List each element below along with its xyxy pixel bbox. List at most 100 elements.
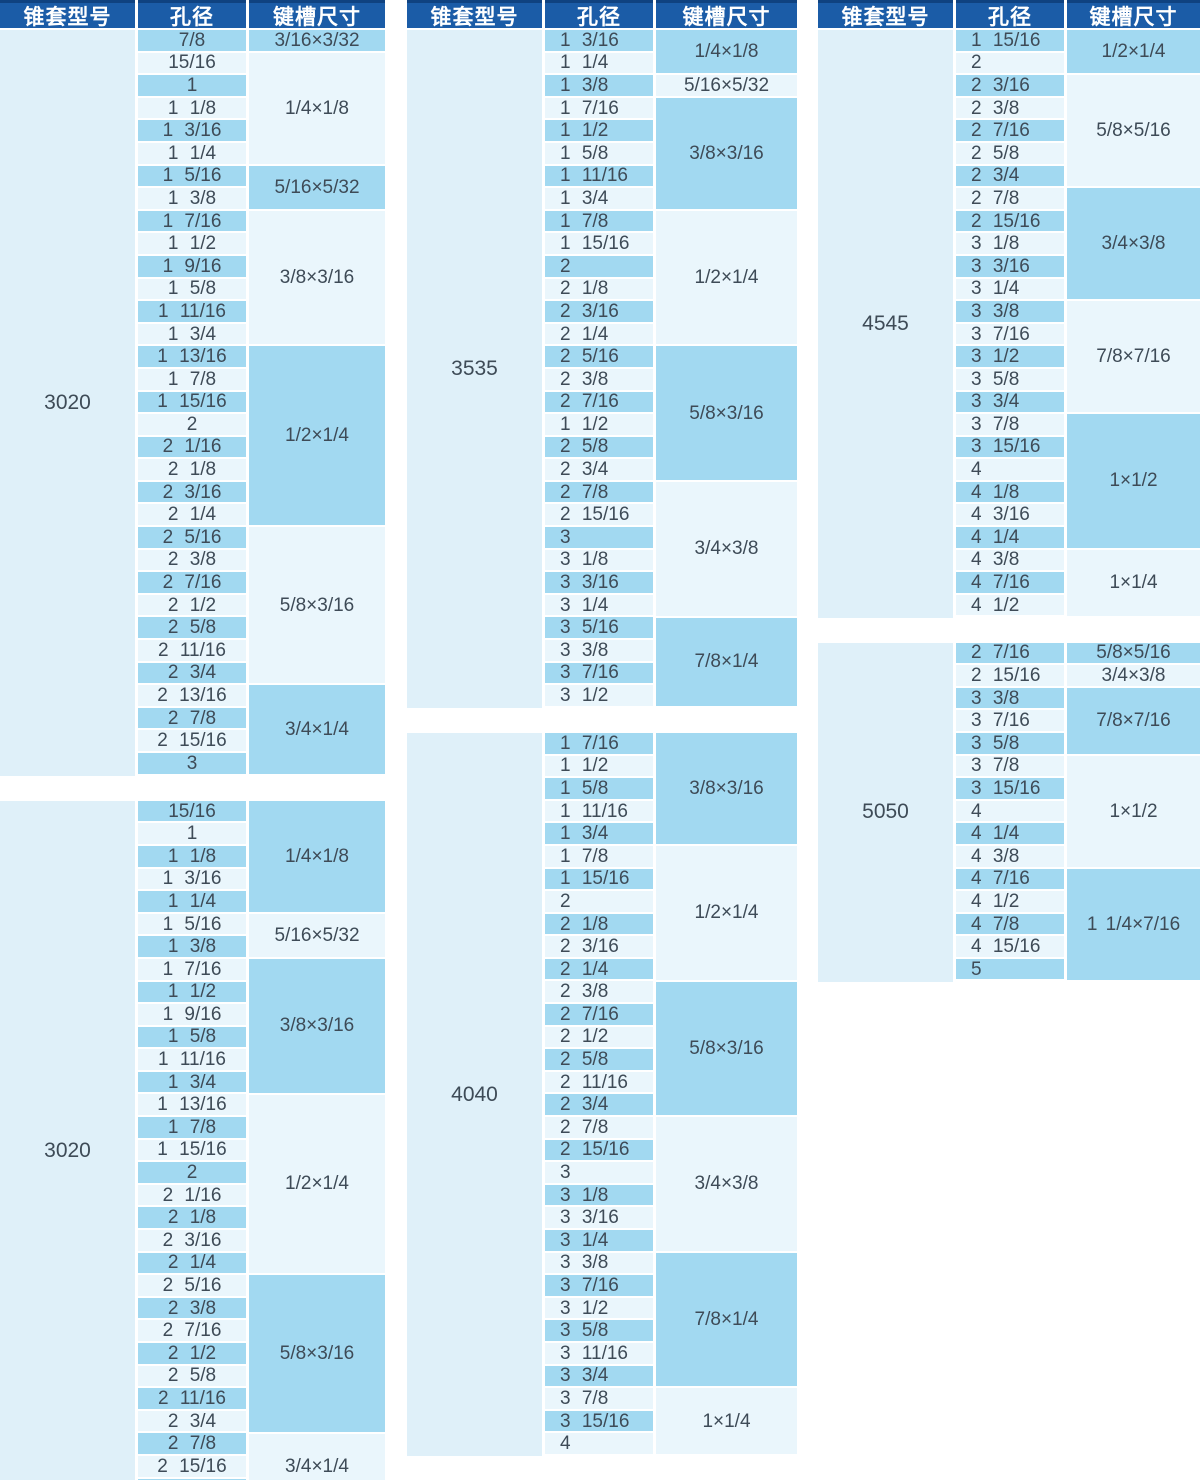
bore-cell: 2 1/8 <box>545 278 653 300</box>
bore-cell: 2 5/8 <box>545 436 653 458</box>
bore-cell: 3 3/4 <box>545 1365 653 1387</box>
keyway-cell: 1/2×1/4 <box>249 346 385 526</box>
bore-cell: 1 1/4 <box>138 142 246 164</box>
keyway-column: 1/4×1/8 5/16×5/32 3/8×3/16 1/2×1/4 5/8×3/16 3… <box>249 800 385 1480</box>
bore-cell: 2 7/16 <box>138 1320 246 1341</box>
bore-cell: 1 7/16 <box>138 958 246 980</box>
keyway-cell: 3/4×3/8 <box>656 481 797 616</box>
keyway-cell: 3/4×1/4 <box>249 685 385 774</box>
table-4040-2: 4040 1 7/16 1 1/2 1 5/8 1 11/16 1 3/4 1 7/8 1 1… <box>407 732 797 1457</box>
bore-cell: 2 1/2 <box>138 594 246 616</box>
bore-cell: 1 7/16 <box>545 732 653 754</box>
bore-column: 1 15/16 2 2 3/16 2 3/8 2 7/16 2 5/8 2 3/4 2 7/8… <box>956 30 1064 618</box>
bore-cell: 1 1/2 <box>138 981 246 1003</box>
bore-cell: 1 5/16 <box>138 165 246 187</box>
bore-cell: 1 7/8 <box>545 210 653 232</box>
bore-cell: 1 11/16 <box>545 800 653 822</box>
keyway-cell: 1/2×1/4 <box>656 845 797 980</box>
bore-cell: 1 1/2 <box>545 755 653 777</box>
keyway-cell: 1 1/4×7/16 <box>1067 868 1200 980</box>
bore-cell: 2 7/16 <box>545 391 653 413</box>
bore-cell: 4 <box>956 800 1064 822</box>
bore-cell: 1 9/16 <box>138 1004 246 1025</box>
bore-cell: 2 1/2 <box>138 1343 246 1364</box>
keyway-cell: 1×1/4 <box>656 1388 797 1455</box>
bore-cell: 7/8 <box>138 30 246 51</box>
bore-cell: 3 1/8 <box>545 549 653 571</box>
bore-cell: 1 <box>138 823 246 844</box>
bore-cell: 2 15/16 <box>138 730 246 751</box>
keyway-cell: 7/8×7/16 <box>1067 301 1200 413</box>
bore-cell: 3 7/16 <box>956 710 1064 731</box>
keyway-cell: 5/16×5/32 <box>249 913 385 957</box>
bore-cell: 1 7/8 <box>138 1117 246 1138</box>
bore-cell: 2 5/8 <box>545 1049 653 1070</box>
bore-column: 7/8 15/16 1 1 1/8 1 3/16 1 1/4 1 5/16 1 3/8 1 7/… <box>138 30 246 776</box>
bore-column-header: 孔径 <box>138 0 246 29</box>
bore-cell: 1 5/8 <box>545 142 653 164</box>
bore-cell: 2 7/16 <box>138 572 246 593</box>
bore-cell: 2 5/16 <box>138 1275 246 1296</box>
bore-cell: 2 5/16 <box>545 346 653 367</box>
table-body: 4545 1 15/16 2 2 3/16 2 3/8 2 7/16 2 5/8 2 3/4 2… <box>818 30 1200 618</box>
bore-cell: 3 1/2 <box>956 346 1064 367</box>
keyway-cell: 1×1/2 <box>1067 755 1200 867</box>
bore-cell: 2 1/8 <box>138 1207 246 1229</box>
bore-cell: 1 5/8 <box>138 1026 246 1048</box>
bore-column: 15/16 1 1 1/8 1 3/16 1 1/4 1 5/16 1 3/8 1 7/16 1… <box>138 800 246 1480</box>
bore-cell: 1 1/8 <box>138 97 246 119</box>
bore-cell: 3 3/16 <box>545 1207 653 1229</box>
bore-cell: 5 <box>956 958 1064 980</box>
bore-cell: 2 7/16 <box>956 120 1064 141</box>
bore-cell: 1 5/8 <box>138 278 246 300</box>
keyway-cell: 1/2×1/4 <box>656 210 797 345</box>
bore-cell: 2 3/4 <box>545 459 653 480</box>
bore-cell: 1 15/16 <box>545 233 653 254</box>
bore-cell: 4 7/8 <box>956 913 1064 935</box>
bore-cell: 2 5/8 <box>956 142 1064 164</box>
bore-cell: 3 7/16 <box>545 1275 653 1296</box>
bore-cell: 3 3/8 <box>545 1252 653 1274</box>
bore-cell: 1 1/2 <box>545 120 653 141</box>
keyway-cell: 3/8×3/16 <box>656 97 797 209</box>
bore-cell: 2 1/16 <box>138 1184 246 1206</box>
bore-cell: 3 15/16 <box>956 436 1064 458</box>
bore-column-header: 孔径 <box>545 0 653 29</box>
keyway-cell: 5/16×5/32 <box>656 75 797 96</box>
keyway-cell: 5/16×5/32 <box>249 165 385 209</box>
keyway-cell: 1×1/4 <box>1067 549 1200 616</box>
bore-cell: 1 15/16 <box>956 30 1064 51</box>
keyway-cell: 1/2×1/4 <box>249 1094 385 1274</box>
bore-cell: 2 15/16 <box>138 1455 246 1477</box>
keyway-cell: 3/4×3/8 <box>1067 188 1200 300</box>
keyway-cell: 3/16×3/32 <box>249 30 385 51</box>
keyway-cell: 5/8×3/16 <box>656 346 797 480</box>
bore-cell: 3 <box>545 1162 653 1183</box>
bore-cell: 1 3/16 <box>545 30 653 51</box>
bore-cell: 2 1/4 <box>545 323 653 345</box>
bore-cell: 4 1/2 <box>956 891 1064 912</box>
bore-cell: 4 15/16 <box>956 936 1064 957</box>
bore-cell: 1 11/16 <box>138 301 246 322</box>
bore-cell: 3 <box>545 527 653 548</box>
bore-cell: 2 11/16 <box>138 640 246 661</box>
bore-cell: 2 15/16 <box>956 210 1064 232</box>
bore-cell: 4 3/8 <box>956 845 1064 867</box>
bore-cell: 3 5/16 <box>545 617 653 639</box>
bore-cell: 4 3/8 <box>956 549 1064 571</box>
keyway-cell: 7/8×1/4 <box>656 1252 797 1387</box>
table-4545-1: 锥套型号 孔径 键槽尺寸 4545 1 15/16 2 2 3/16 2 3/8 2 7/16 2… <box>818 0 1200 618</box>
model-column-header: 锥套型号 <box>0 0 135 29</box>
keyway-cell: 3/8×3/16 <box>249 210 385 345</box>
table-header-row: 锥套型号 孔径 键槽尺寸 <box>407 0 797 29</box>
bore-cell: 3 7/8 <box>545 1388 653 1409</box>
bore-cell: 1 3/8 <box>138 936 246 957</box>
bore-cell: 2 <box>545 891 653 912</box>
bore-cell: 2 11/16 <box>545 1071 653 1093</box>
keyway-column-header: 键槽尺寸 <box>1067 0 1200 29</box>
bore-cell: 1 3/16 <box>138 868 246 890</box>
table-column-1: 锥套型号 孔径 键槽尺寸 3020 7/8 15/16 1 1 1/8 1 3/16 1 1/4 1… <box>0 0 385 1480</box>
table-column-3: 锥套型号 孔径 键槽尺寸 4545 1 15/16 2 2 3/16 2 3/8 2 7/16 2… <box>818 0 1200 1007</box>
table-5050-2: 5050 2 7/16 2 15/16 3 3/8 3 7/16 3 5/8 3 7/8 3 … <box>818 642 1200 982</box>
